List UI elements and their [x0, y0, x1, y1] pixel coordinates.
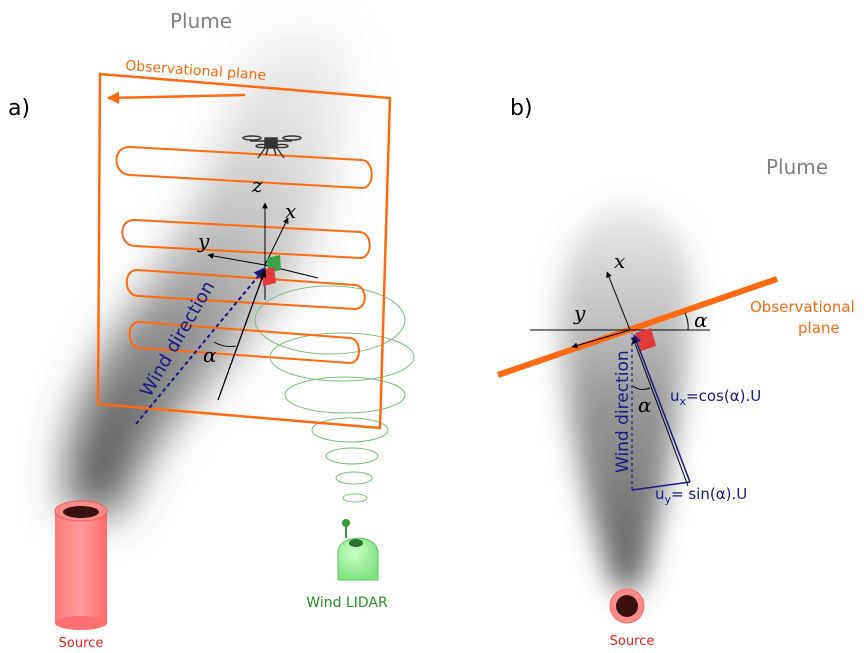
flight-path	[115, 145, 373, 365]
plane-label-b1: Observational	[750, 298, 855, 316]
observational-plane-b	[497, 276, 778, 378]
panel-a: Source Wind LIDAR Observational plane	[8, 9, 415, 651]
source-label-b: Source	[610, 634, 655, 649]
normal-line-b	[632, 337, 689, 487]
axis-z-a: z	[251, 173, 263, 197]
wind-direction-line-a	[135, 267, 266, 425]
axis-y-line-b	[571, 329, 631, 349]
alpha-arc-mid	[632, 385, 651, 391]
alpha-mid-b: α	[638, 393, 652, 417]
plume-label-a: Plume	[170, 9, 232, 33]
source-b	[609, 588, 645, 624]
uy-label: uy= sin(α).U	[655, 485, 747, 506]
plume-label-b: Plume	[766, 155, 828, 179]
plane-scan-arrow	[106, 91, 246, 105]
drone-icon	[242, 135, 302, 159]
panel-label-a: a)	[8, 96, 30, 121]
lidar-label: Wind LIDAR	[306, 595, 388, 611]
axis-x-b: x	[614, 249, 625, 273]
alpha-a: α	[203, 343, 217, 367]
lidar-device	[337, 519, 379, 581]
alpha-arc-top	[684, 312, 689, 331]
source-cylinder-a	[54, 500, 108, 630]
plume-a	[68, 32, 350, 515]
normal-line-a	[217, 269, 267, 401]
axis-y-b: y	[573, 301, 586, 325]
plume-b	[559, 205, 692, 590]
origin-cube-b	[635, 328, 656, 351]
panel-b: Source Observational plane α x y α Wind …	[497, 96, 855, 649]
panel-label-b: b)	[510, 96, 533, 121]
alpha-arc-a	[213, 341, 237, 347]
plane-label-a: Observational plane	[125, 58, 267, 84]
uy-line-b	[631, 481, 691, 491]
lidar-cones	[254, 285, 415, 503]
wind-label-b: Wind direction	[613, 350, 633, 473]
axis-y-a: y	[197, 229, 210, 253]
plane-label-b2: plane	[798, 319, 840, 337]
ux-line-b	[632, 334, 691, 483]
axis-x-a: x	[285, 199, 296, 223]
alpha-top-b: α	[694, 308, 708, 332]
ux-label: ux=cos(α).U	[670, 387, 761, 408]
observational-plane-a	[96, 72, 392, 430]
axis-x-line-b	[606, 271, 631, 331]
source-label-a: Source	[59, 636, 104, 651]
